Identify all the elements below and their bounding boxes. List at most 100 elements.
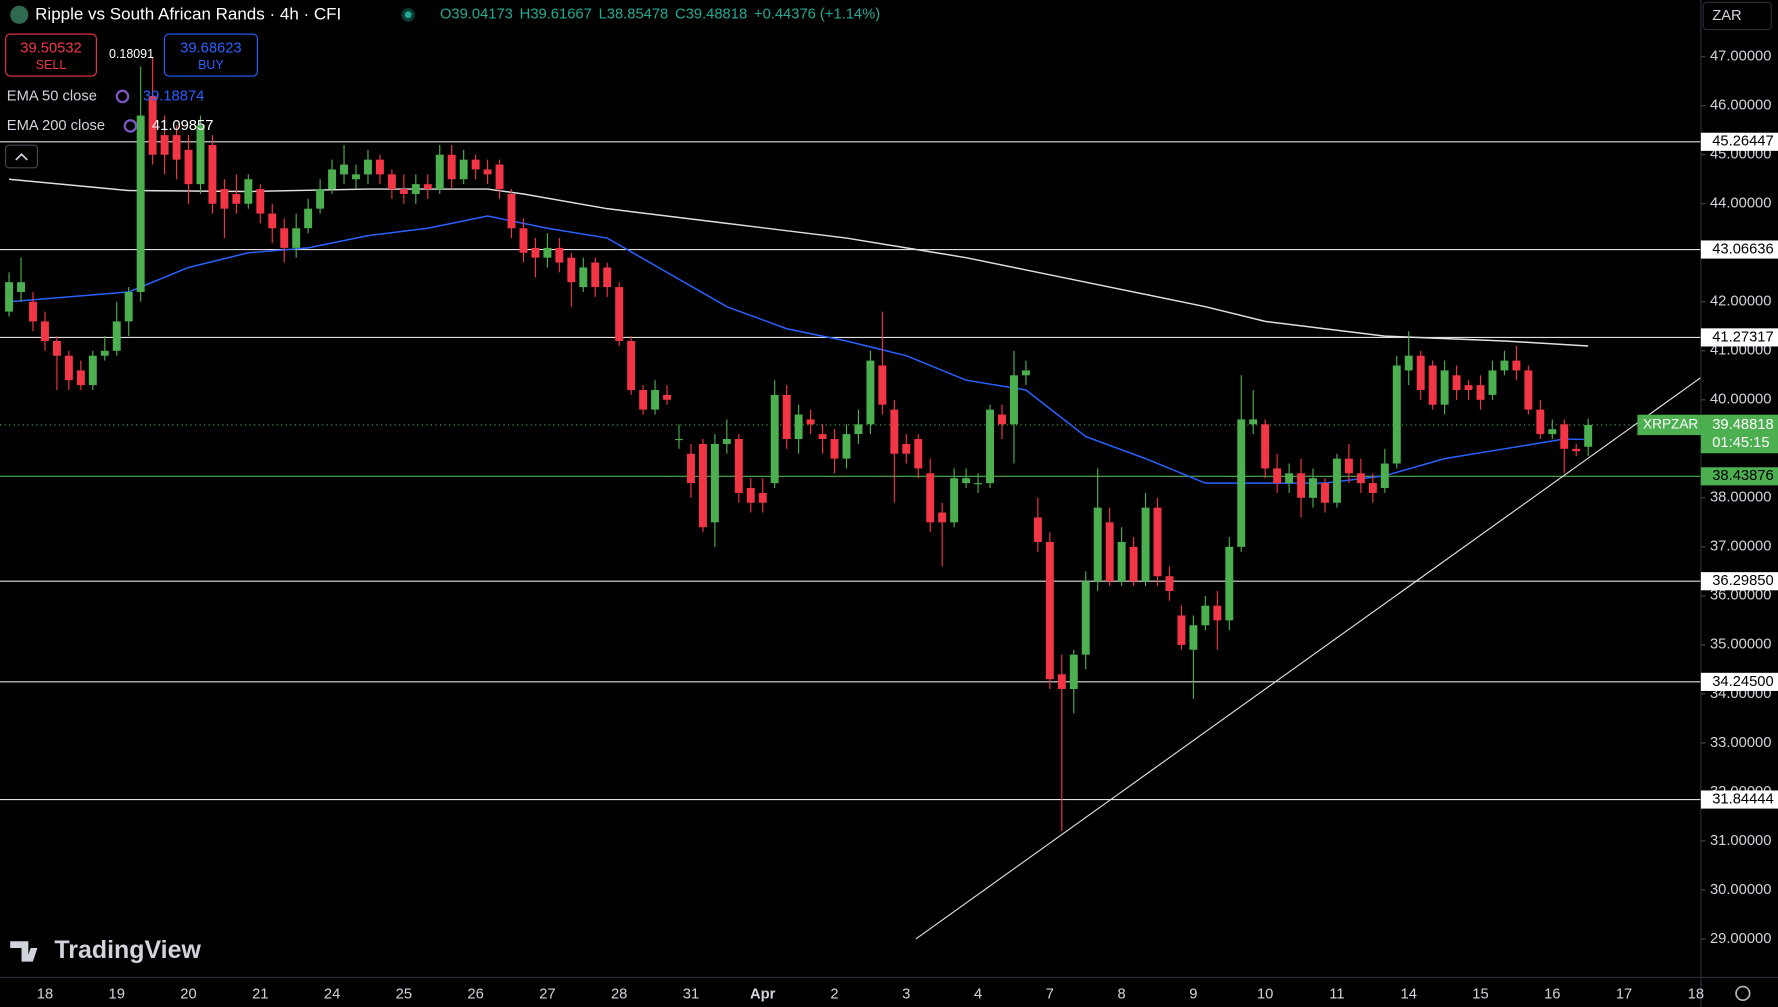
candle-body <box>1009 375 1018 425</box>
candle-body <box>675 439 683 441</box>
logo-text: TradingView <box>54 936 201 964</box>
candle-body <box>1512 360 1521 371</box>
candle-body <box>17 282 26 292</box>
y-tick-label: 41.00000 <box>1710 343 1771 359</box>
currency-button[interactable] <box>1702 1 1772 31</box>
candle-body <box>878 365 887 405</box>
candle-body <box>363 159 372 175</box>
candle-body <box>854 424 863 435</box>
candle-body <box>722 439 731 444</box>
trendline <box>915 377 1701 940</box>
candle-body <box>160 135 169 155</box>
y-tick-label: 31.00000 <box>1710 833 1771 849</box>
candle-body <box>794 414 803 440</box>
candle-body <box>423 184 432 190</box>
symbol-box <box>1637 414 1701 436</box>
candle-body <box>1045 541 1054 680</box>
candle-body <box>459 159 468 180</box>
x-tick-label: 31 <box>683 986 699 1002</box>
candle-body <box>950 478 959 523</box>
candle-body <box>1584 424 1593 447</box>
x-tick-label: 10 <box>1257 986 1273 1002</box>
x-tick-label: 28 <box>611 986 627 1002</box>
candle-body <box>1141 507 1150 582</box>
indicator-name: EMA 50 close <box>7 88 97 104</box>
sell-label: SELL <box>36 58 67 72</box>
candle-body <box>639 390 648 410</box>
candle-body <box>447 154 456 180</box>
price-label: 39.48818 <box>1712 417 1773 433</box>
candle-body <box>172 135 181 160</box>
x-tick-label: 16 <box>1544 986 1560 1002</box>
overlay: 45.26447 43.06636 41.27317 36.29850 34.24500… <box>1637 132 1778 809</box>
candle-body <box>280 228 289 248</box>
candle-body <box>471 159 480 170</box>
indicator-line <box>9 178 1589 347</box>
level-label-box <box>1700 790 1778 809</box>
candle-body <box>627 340 636 391</box>
candle-body <box>818 434 827 440</box>
candle-body <box>758 492 767 503</box>
level-label-box <box>1700 672 1778 691</box>
currency: ZAR <box>1712 8 1741 24</box>
candle-body <box>1213 605 1222 621</box>
candle-body <box>184 149 193 185</box>
level-label-box <box>1700 240 1778 259</box>
x-tick-label: 4 <box>974 986 982 1002</box>
candle-body <box>1129 546 1138 582</box>
candle-body <box>316 189 325 209</box>
candle-body <box>304 208 313 229</box>
y-tick-label: 29.00000 <box>1710 931 1771 947</box>
sell-button[interactable] <box>5 33 97 77</box>
x-tick-label: 21 <box>252 986 268 1002</box>
candle-body <box>1249 419 1258 425</box>
y-tick-label: 42.00000 <box>1710 294 1771 310</box>
x-tick-label: 24 <box>324 986 340 1002</box>
candle-body <box>1021 370 1030 376</box>
y-tick-label: 36.00000 <box>1710 588 1771 604</box>
candle-body <box>782 394 791 440</box>
indicator-name: EMA 200 close <box>7 118 105 134</box>
candle-body <box>1368 483 1377 493</box>
level-label-box <box>1700 467 1778 486</box>
candle-body <box>615 287 624 341</box>
candle-body <box>1225 546 1234 621</box>
candle-body <box>734 439 743 493</box>
candle-body <box>651 390 660 410</box>
candle-body <box>76 370 85 386</box>
x-tick-label: 3 <box>902 986 910 1002</box>
buy-button[interactable] <box>163 33 258 77</box>
settings-icon[interactable] <box>1735 985 1751 1002</box>
collapse-button[interactable] <box>5 144 38 169</box>
x-tick-label: 7 <box>1046 986 1054 1002</box>
level-label: 43.06636 <box>1712 241 1773 257</box>
candle-body <box>986 409 995 484</box>
candle-body <box>328 169 337 190</box>
candle-body <box>1536 409 1545 435</box>
x-tick-label: 20 <box>180 986 196 1002</box>
candle-body <box>1356 473 1365 484</box>
x-tick-label: 19 <box>109 986 125 1002</box>
x-tick-label: Apr <box>750 986 776 1002</box>
candle-body <box>519 228 528 253</box>
candle-body <box>902 443 911 454</box>
candle-body <box>29 301 37 322</box>
candle-body <box>555 247 564 263</box>
candle-body <box>507 193 516 229</box>
candle-body <box>1548 429 1557 435</box>
level-label: 45.26447 <box>1712 134 1773 150</box>
candle-body <box>567 257 576 283</box>
x-tick-label: 2 <box>830 986 838 1002</box>
ohlc-value: C39.48818 <box>675 7 747 23</box>
candle-body <box>292 228 301 248</box>
candle-body <box>998 414 1006 425</box>
candle-body <box>974 483 983 485</box>
indicator-line <box>9 215 1589 484</box>
candle-body <box>1201 605 1210 626</box>
candle-body <box>1069 654 1078 689</box>
candle-body <box>543 247 552 258</box>
ohlc-value: +0.44376 (+1.14%) <box>754 7 880 23</box>
candle-body <box>1440 370 1449 405</box>
